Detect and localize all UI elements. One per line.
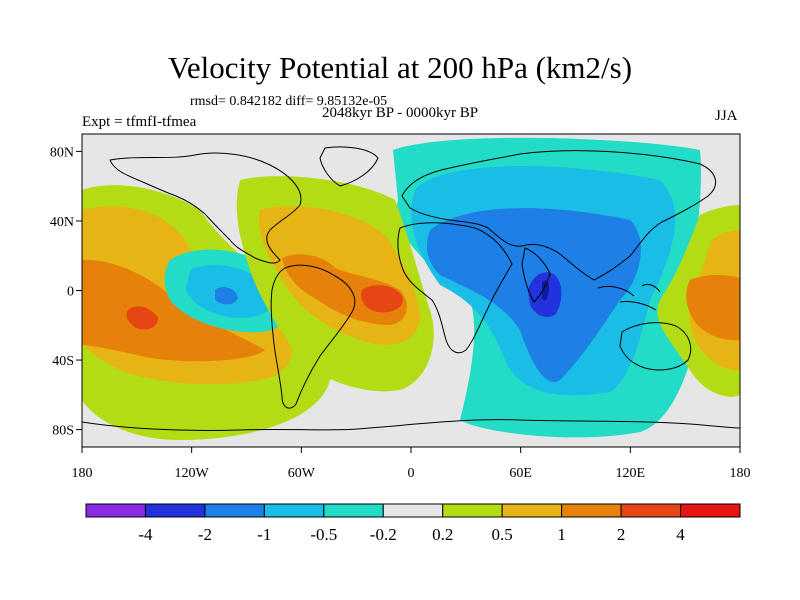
- coastline-south-america: [270, 264, 356, 409]
- x-tick-label: 180: [72, 466, 93, 481]
- contour-pacific-pos-darkorange: [82, 259, 265, 362]
- experiment-label: Expt = tfmfI-tfmea: [82, 114, 197, 130]
- rmsd-statistic: rmsd= 0.842182 diff= 9.85132e-05: [190, 94, 388, 109]
- x-tick-label: 60E: [509, 466, 532, 481]
- colorbar: -4 -2 -1 -0.5 -0.2 0.2 0.5 1 2 4: [85, 503, 741, 544]
- coastline-antarctica: [82, 419, 740, 432]
- colorbar-swatch: [382, 503, 444, 518]
- coastline-greenland: [319, 146, 379, 187]
- y-tick-label: 80S: [52, 424, 74, 439]
- colorbar-swatch: [680, 503, 741, 518]
- colorbar-label: -4: [138, 525, 153, 544]
- colorbar-label: 2: [617, 525, 626, 544]
- period-label: 2048kyr BP - 0000kyr BP: [322, 105, 479, 121]
- coastline-australia: [619, 322, 692, 371]
- x-tick-label: 120W: [175, 466, 210, 481]
- contour-atlantic-pos-red: [360, 285, 403, 313]
- x-tick-label: 0: [408, 466, 415, 481]
- coastline-india: [521, 247, 551, 303]
- colorbar-swatch: [204, 503, 265, 518]
- season-label: JJA: [715, 108, 738, 124]
- chart-title: Velocity Potential at 200 hPa (km2/s): [167, 50, 633, 85]
- colorbar-swatch: [144, 503, 206, 518]
- contour-epac-neg-blue: [215, 287, 238, 305]
- colorbar-label: 0.2: [432, 525, 453, 544]
- coastline-africa: [397, 222, 513, 354]
- colorbar-label: -2: [198, 525, 212, 544]
- coastlines: [82, 146, 740, 432]
- colorbar-label: -0.5: [310, 525, 337, 544]
- x-axis: 180 120W 60W 0 60E 120E 180: [72, 447, 751, 481]
- x-tick-label: 60W: [288, 466, 316, 481]
- colorbar-swatch: [501, 503, 563, 518]
- contour-wpac-pos-darkorange: [686, 274, 740, 341]
- y-tick-label: 0: [67, 285, 74, 300]
- colorbar-swatch: [323, 503, 384, 518]
- colorbar-label: 0.5: [492, 525, 513, 544]
- y-tick-label: 80N: [50, 145, 74, 160]
- colorbar-label: -1: [257, 525, 271, 544]
- colorbar-swatch: [620, 503, 682, 518]
- coastline-maritime-continent: [597, 283, 661, 311]
- colorbar-label: 4: [676, 525, 685, 544]
- y-axis: 80N 40N 0 40S 80S: [50, 145, 82, 439]
- contour-pacific-pos-red: [126, 306, 158, 330]
- colorbar-label: -0.2: [370, 525, 397, 544]
- map-panel: [82, 134, 740, 447]
- colorbar-swatch: [561, 503, 622, 518]
- coastline-eurasia: [401, 150, 716, 281]
- x-tick-label: 180: [730, 466, 751, 481]
- coastline-north-america: [109, 152, 302, 264]
- y-tick-label: 40N: [50, 215, 74, 230]
- colorbar-swatch: [442, 503, 503, 518]
- colorbar-swatch: [85, 503, 146, 518]
- contour-eastern-neg-core: [542, 280, 550, 301]
- y-tick-label: 40S: [52, 354, 74, 369]
- colorbar-swatch: [263, 503, 325, 518]
- colorbar-label: 1: [557, 525, 566, 544]
- x-tick-label: 120E: [616, 466, 646, 481]
